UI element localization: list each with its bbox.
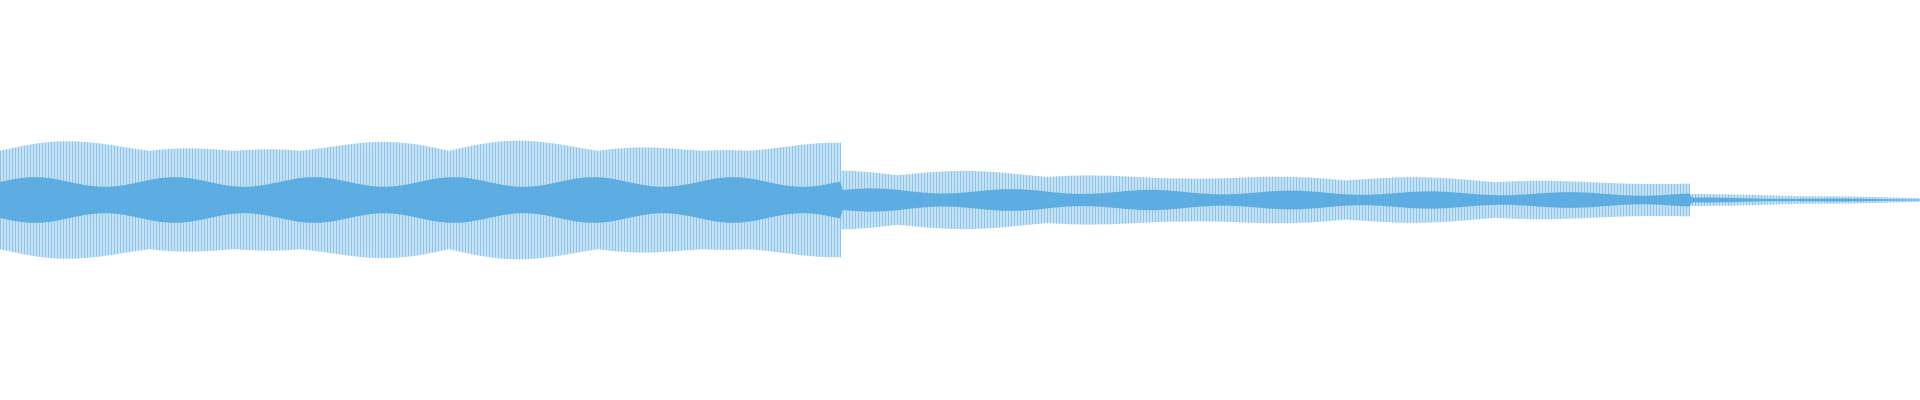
waveform-core: [0, 177, 1920, 223]
